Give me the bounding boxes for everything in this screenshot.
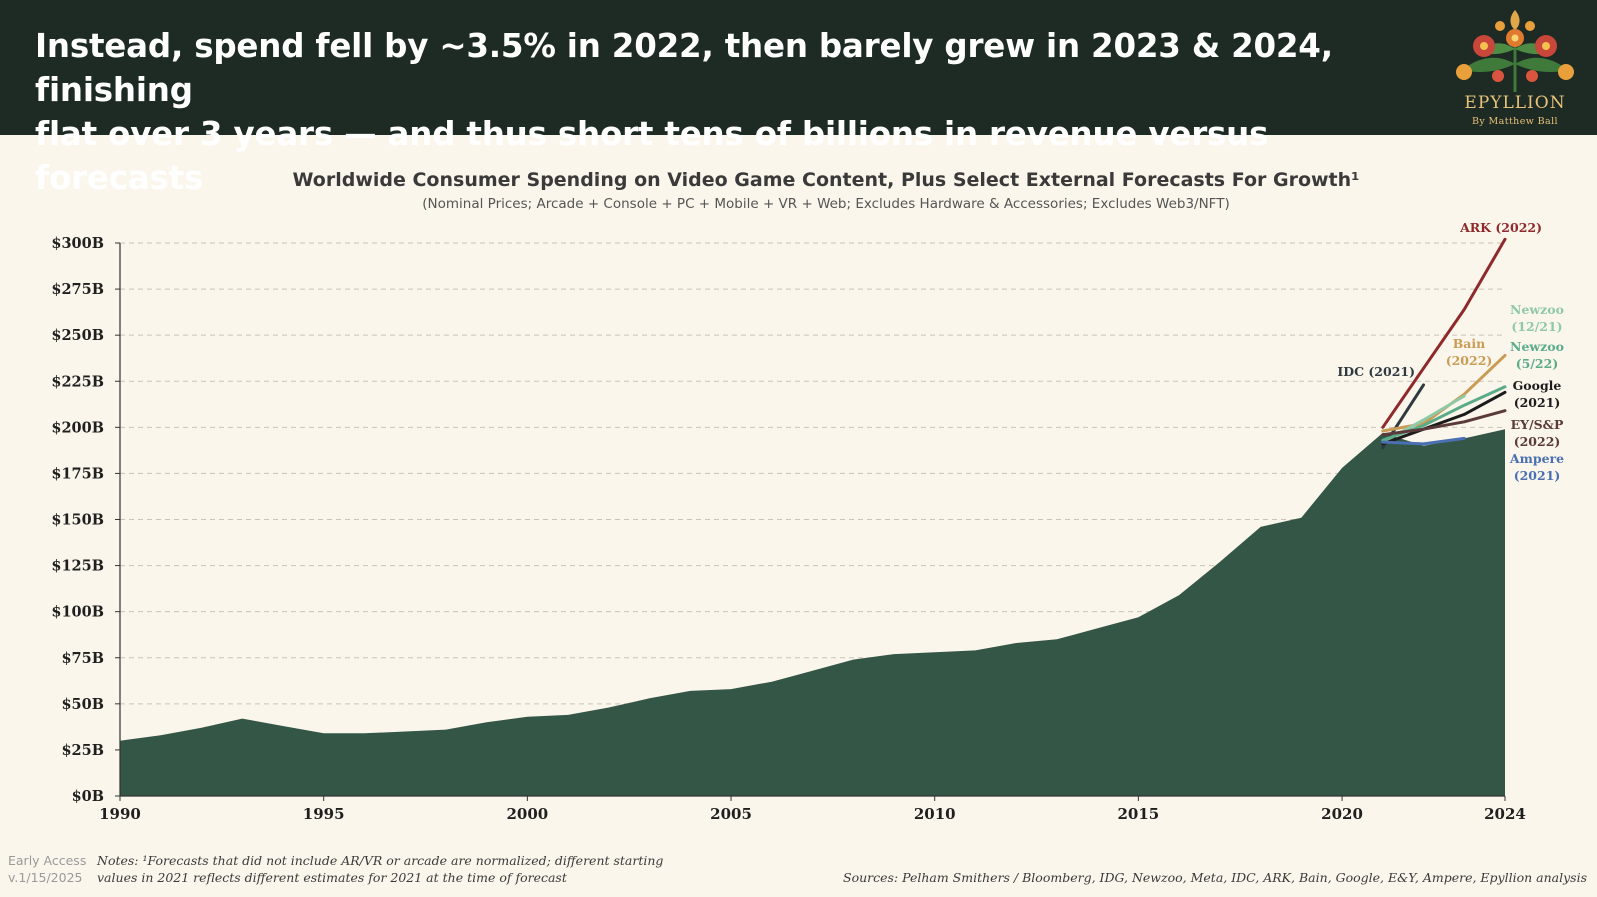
header-banner: Instead, spend fell by ~3.5% in 2022, th… [0, 0, 1597, 197]
chart-title: Worldwide Consumer Spending on Video Gam… [293, 169, 1360, 191]
forecast-label-line: (2021) [1514, 395, 1561, 410]
early-access-label: Early Access [8, 853, 87, 868]
x-tick-label: 2020 [1321, 805, 1363, 823]
y-tick-label: $100B [51, 604, 104, 621]
y-tick-label: $200B [51, 419, 104, 436]
x-tick-label: 2000 [506, 805, 548, 823]
y-tick-label: $75B [61, 650, 104, 667]
forecast-labels: ARK (2022) IDC (2021) Bain (2022) Newzoo (12/… [1337, 220, 1564, 483]
footnote-line-1: Notes: ¹Forecasts that did not include A… [97, 853, 664, 868]
forecast-label-line: Bain [1453, 336, 1486, 351]
x-tick-label: 2024 [1484, 805, 1526, 823]
x-tick-label: 2015 [1118, 805, 1160, 823]
spending-area [120, 429, 1505, 796]
headline-line-2: flat over 3 years — and thus short tens … [35, 115, 1269, 197]
y-tick-label: $50B [61, 696, 104, 713]
y-tick-label: $150B [51, 512, 104, 529]
version-label: v.1/15/2025 [8, 870, 83, 885]
y-tick-label: $250B [51, 327, 104, 344]
forecast-label-line: (2021) [1514, 468, 1561, 483]
spending-area-group [120, 429, 1505, 796]
y-tick-label: $125B [51, 558, 104, 575]
x-tick-label: 1990 [99, 805, 141, 823]
axes: $0B $25B $50B $75B $100B $125B $150B $175B $200B… [51, 235, 1526, 823]
forecast-label-line: Google [1513, 378, 1562, 393]
y-tick-label: $0B [72, 788, 104, 805]
forecast-label-line: Newzoo [1510, 339, 1564, 354]
x-tick-label: 2005 [710, 805, 752, 823]
forecast-label: Ampere (2021) [1509, 451, 1564, 483]
floral-emblem-icon [1456, 10, 1574, 92]
forecast-line-ark-2022 [1381, 237, 1507, 429]
forecast-label-line: IDC (2021) [1337, 364, 1415, 379]
headline-line-1: Instead, spend fell by ~3.5% in 2022, th… [35, 27, 1333, 109]
sources-note: Sources: Pelham Smithers / Bloomberg, ID… [843, 870, 1587, 885]
logo-byline: By Matthew Ball [1471, 116, 1558, 127]
y-tick-label: $175B [51, 465, 104, 482]
x-tick-label: 1995 [303, 805, 345, 823]
footnote: Notes: ¹Forecasts that did not include A… [97, 852, 697, 886]
forecast-label: Newzoo (12/21) [1510, 302, 1564, 334]
y-tick-label: $275B [51, 281, 104, 298]
forecast-line-google-2021 [1381, 390, 1507, 446]
forecast-lines [1381, 237, 1507, 450]
forecast-line-ampere-2021 [1381, 436, 1466, 446]
logo-wordmark: EPYLLION [1464, 93, 1566, 113]
footnote-line-2: values in 2021 reflects different estima… [97, 870, 567, 885]
forecast-label-line: Ampere [1509, 451, 1564, 466]
forecast-label: ARK (2022) [1459, 220, 1542, 235]
y-tick-label: $300B [51, 235, 104, 252]
forecast-label-line: (2022) [1514, 434, 1561, 449]
spending-chart: Worldwide Consumer Spending on Video Gam… [51, 169, 1564, 823]
forecast-label-line: (12/21) [1511, 319, 1562, 334]
forecast-label: IDC (2021) [1337, 364, 1415, 379]
forecast-label: EY/S&P (2022) [1511, 417, 1564, 449]
x-tick-label: 2010 [914, 805, 956, 823]
forecast-label: Google (2021) [1513, 378, 1562, 410]
epyllion-logo: EPYLLION By Matthew Ball [1440, 4, 1590, 132]
y-tick-label: $225B [51, 373, 104, 390]
forecast-label-line: ARK (2022) [1459, 220, 1542, 235]
forecast-label-line: (2022) [1446, 353, 1493, 368]
forecast-label: Newzoo (5/22) [1510, 339, 1564, 371]
y-tick-label: $25B [61, 742, 104, 759]
forecast-line-ey-s-p-2022 [1381, 409, 1507, 437]
chart-subtitle: (Nominal Prices; Arcade + Console + PC +… [422, 196, 1229, 212]
early-access-note: Early Access v.1/15/2025 [8, 852, 86, 886]
headline: Instead, spend fell by ~3.5% in 2022, th… [35, 24, 1405, 200]
forecast-label: Bain (2022) [1446, 336, 1493, 368]
forecast-label-line: Newzoo [1510, 302, 1564, 317]
forecast-label-line: EY/S&P [1511, 417, 1564, 432]
forecast-label-line: (5/22) [1516, 356, 1559, 371]
